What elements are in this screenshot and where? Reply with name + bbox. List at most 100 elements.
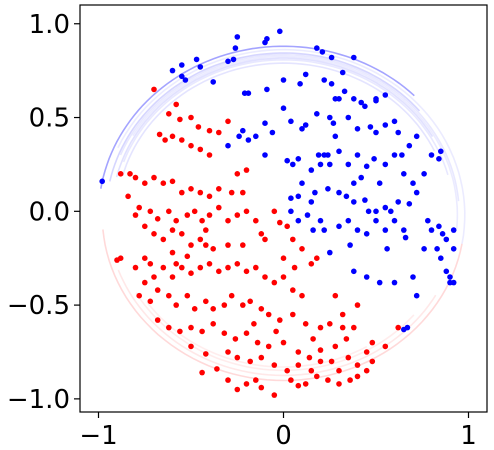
red-point <box>225 242 231 248</box>
red-point <box>114 257 120 263</box>
red-point <box>299 292 305 299</box>
blue-point <box>182 77 189 83</box>
blue-point <box>341 88 348 95</box>
red-point <box>127 171 133 177</box>
blue-point <box>330 120 337 126</box>
red-point <box>179 189 185 196</box>
red-point <box>132 212 139 218</box>
red-point <box>203 227 209 233</box>
blue-point <box>362 103 368 110</box>
red-point <box>142 223 148 230</box>
red-point <box>160 236 167 243</box>
red-point <box>351 324 357 331</box>
red-point <box>188 343 194 350</box>
blue-point <box>363 163 370 170</box>
blue-point <box>328 81 335 87</box>
red-point <box>369 339 376 346</box>
blue-point <box>328 54 335 61</box>
blue-point <box>382 122 389 128</box>
blue-point <box>351 96 357 102</box>
red-point <box>184 212 191 218</box>
red-point <box>197 236 204 243</box>
blue-point <box>308 167 315 173</box>
red-point <box>395 324 402 331</box>
red-point <box>154 216 161 222</box>
red-point <box>295 362 302 368</box>
red-point <box>142 255 148 261</box>
red-point <box>363 349 370 355</box>
blue-trail <box>117 48 466 244</box>
red-point <box>169 178 176 185</box>
x-tick-label: 1 <box>460 421 477 450</box>
blue-point <box>395 129 402 136</box>
blue-point <box>384 246 390 252</box>
red-point <box>295 382 302 389</box>
red-point <box>243 208 250 215</box>
red-point <box>216 204 222 211</box>
blue-point <box>169 67 176 74</box>
blue-point <box>325 186 331 192</box>
red-point <box>247 358 253 365</box>
red-point <box>354 362 361 368</box>
blue-point <box>373 96 379 102</box>
red-point <box>166 324 172 331</box>
blue-point <box>317 217 324 224</box>
blue-point <box>406 201 413 207</box>
blue-point <box>304 212 311 218</box>
blue-point <box>373 129 379 136</box>
red-point <box>325 377 331 383</box>
blue-point <box>391 279 398 286</box>
blue-point <box>317 161 324 168</box>
red-point <box>199 369 205 376</box>
red-point <box>179 137 185 143</box>
red-point <box>262 236 268 243</box>
blue-point <box>339 69 346 76</box>
blue-point <box>401 171 407 177</box>
red-point <box>308 261 315 267</box>
red-point <box>188 270 194 277</box>
red-point <box>203 298 209 305</box>
blue-point <box>262 120 268 126</box>
red-point <box>273 328 279 335</box>
red-point <box>191 208 198 215</box>
blue-point <box>253 133 259 140</box>
red-point <box>177 116 183 123</box>
red-point <box>188 142 194 149</box>
blue-point <box>295 193 302 200</box>
blue-point <box>288 208 294 215</box>
blue-point <box>232 45 239 51</box>
red-point <box>369 358 376 365</box>
red-point <box>151 86 157 93</box>
red-point <box>147 261 154 267</box>
red-point <box>253 377 259 383</box>
red-point <box>310 336 316 342</box>
red-point <box>216 186 222 192</box>
blue-point <box>443 236 450 243</box>
blue-trail <box>100 45 415 189</box>
red-point <box>179 264 185 271</box>
red-point <box>136 204 142 211</box>
red-point <box>225 264 231 271</box>
x-axis: −1 0 1 <box>79 412 477 450</box>
blue-point <box>401 227 407 233</box>
red-point <box>169 274 176 280</box>
red-point <box>240 242 246 248</box>
red-point <box>188 324 194 331</box>
red-point <box>317 358 324 365</box>
blue-point <box>336 148 342 155</box>
red-point <box>284 223 291 230</box>
blue-point <box>295 217 302 224</box>
red-point <box>271 392 278 398</box>
blue-point <box>288 195 294 201</box>
blue-point <box>358 99 365 106</box>
red-point <box>295 349 302 355</box>
red-point <box>234 171 241 177</box>
red-point <box>253 217 259 224</box>
blue-point <box>391 118 398 125</box>
red-point <box>271 208 278 215</box>
red-point <box>147 298 154 305</box>
red-point <box>221 330 228 337</box>
blue-point <box>299 126 305 132</box>
red-point <box>243 381 250 387</box>
red-point <box>280 339 287 346</box>
